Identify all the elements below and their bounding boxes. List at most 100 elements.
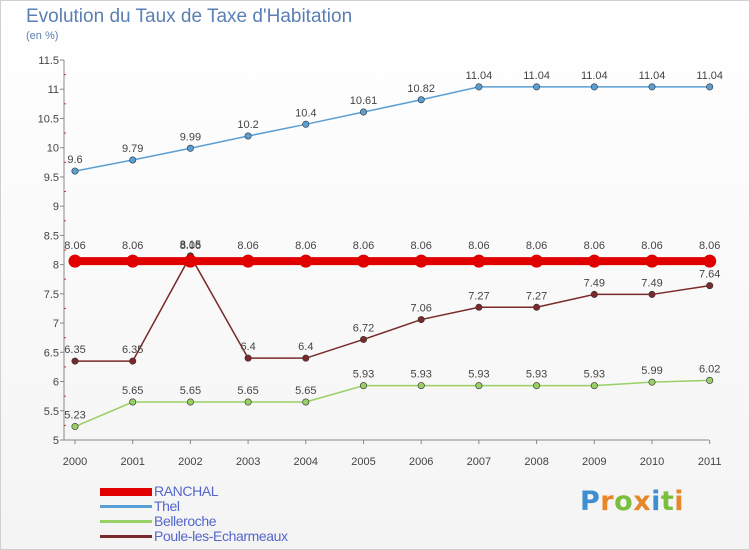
data-label-ranchal: 8.06 (353, 240, 374, 252)
logo-letter: o (614, 486, 634, 517)
x-tick-label: 2009 (582, 456, 606, 468)
legend-swatch-poule-les-echarmeaux (100, 535, 152, 538)
data-point-poule-les-echarmeaux (129, 357, 137, 365)
data-label-thel: 9.99 (180, 131, 201, 143)
data-point-belleroche (648, 378, 656, 386)
data-label-thel: 10.4 (295, 107, 316, 119)
data-point-belleroche (590, 382, 598, 390)
data-point-poule-les-echarmeaux (533, 303, 541, 311)
legend-swatch-thel (100, 505, 152, 508)
data-point-belleroche (475, 382, 483, 390)
data-label-belleroche: 5.65 (295, 385, 316, 397)
data-label-thel: 11.04 (696, 70, 723, 82)
x-tick-label: 2000 (63, 456, 87, 468)
data-point-ranchal (414, 254, 428, 268)
data-label-belleroche: 5.65 (180, 385, 201, 397)
data-label-poule-les-echarmeaux: 7.49 (641, 277, 662, 289)
x-tick-label: 2003 (236, 456, 260, 468)
y-tick-label: 11 (48, 84, 59, 96)
data-label-poule-les-echarmeaux: 6.72 (353, 322, 374, 334)
data-point-thel (71, 167, 79, 175)
data-point-ranchal (472, 254, 486, 268)
data-point-poule-les-echarmeaux (590, 290, 598, 298)
data-point-poule-les-echarmeaux (706, 282, 714, 290)
y-tick-label: 5.5 (44, 406, 59, 418)
data-label-poule-les-echarmeaux: 7.49 (584, 277, 605, 289)
data-point-poule-les-echarmeaux (244, 354, 252, 362)
logo-letter: i (674, 486, 685, 517)
data-point-thel (417, 96, 425, 104)
data-label-belleroche: 5.93 (526, 369, 547, 381)
x-tick-label: 2004 (294, 456, 318, 468)
data-label-ranchal: 8.06 (295, 240, 316, 252)
data-label-ranchal: 8.06 (584, 240, 605, 252)
data-label-poule-les-echarmeaux: 6.4 (240, 341, 255, 353)
data-label-thel: 11.04 (523, 70, 550, 82)
y-tick-label: 9 (53, 201, 59, 213)
data-label-poule-les-echarmeaux: 7.06 (410, 303, 431, 315)
data-point-ranchal (703, 254, 717, 268)
data-point-thel (302, 120, 310, 128)
x-tick-label: 2005 (351, 456, 375, 468)
data-label-thel: 10.61 (350, 95, 378, 107)
data-point-ranchal (183, 254, 197, 268)
data-point-belleroche (359, 382, 367, 390)
legend-label-thel: Thel (154, 498, 180, 514)
proxiti-logo: Proxiti (580, 486, 684, 517)
data-point-thel (475, 83, 483, 91)
x-tick-label: 2007 (467, 456, 491, 468)
x-tick-label: 2001 (120, 456, 144, 468)
data-label-thel: 11.04 (581, 70, 608, 82)
legend-label-poule-les-echarmeaux: Poule-les-Echarmeaux (154, 528, 288, 544)
data-label-ranchal: 8.06 (237, 240, 258, 252)
x-tick-label: 2002 (178, 456, 202, 468)
y-tick-label: 6.5 (44, 347, 59, 359)
data-point-belleroche (244, 398, 252, 406)
data-label-ranchal: 8.06 (699, 240, 720, 252)
data-label-poule-les-echarmeaux: 7.27 (468, 290, 489, 302)
data-label-thel: 11.04 (639, 70, 666, 82)
data-point-poule-les-echarmeaux (71, 357, 79, 365)
y-tick-label: 8 (53, 260, 59, 272)
data-point-thel (244, 132, 252, 140)
series-line-thel (74, 86, 710, 172)
data-point-ranchal (530, 254, 544, 268)
data-label-ranchal: 8.06 (122, 240, 143, 252)
logo-letter: r (600, 486, 615, 517)
data-point-belleroche (706, 376, 714, 384)
series-line-belleroche (74, 379, 710, 428)
data-label-belleroche: 5.23 (64, 410, 85, 422)
data-label-poule-les-echarmeaux: 6.35 (122, 344, 143, 356)
y-tick-label: 7 (53, 318, 59, 330)
data-point-poule-les-echarmeaux (648, 290, 656, 298)
data-point-poule-les-echarmeaux (302, 354, 310, 362)
data-label-belleroche: 5.93 (410, 369, 431, 381)
data-label-belleroche: 5.65 (122, 385, 143, 397)
logo-letter: x (633, 486, 652, 517)
data-label-thel: 9.79 (122, 143, 143, 155)
data-point-thel (186, 144, 194, 152)
y-tick-label: 10 (47, 143, 59, 155)
legend-swatch-ranchal (100, 488, 152, 496)
data-label-thel: 10.2 (237, 119, 258, 131)
data-label-ranchal: 8.06 (641, 240, 662, 252)
data-point-ranchal (241, 254, 255, 268)
data-label-belleroche: 5.93 (584, 369, 605, 381)
data-label-thel: 10.82 (407, 83, 435, 95)
x-tick-label: 2011 (698, 456, 722, 468)
y-tick-label: 8.5 (44, 230, 59, 242)
data-label-poule-les-echarmeaux: 7.64 (699, 269, 720, 281)
x-tick-label: 2008 (524, 456, 548, 468)
data-label-thel: 11.04 (466, 70, 493, 82)
logo-letter: P (580, 486, 601, 517)
data-label-poule-les-echarmeaux: 6.35 (64, 344, 85, 356)
logo-letter: t (660, 486, 675, 517)
y-tick-label: 7.5 (44, 289, 59, 301)
data-point-ranchal (68, 254, 82, 268)
data-label-poule-les-echarmeaux: 6.4 (298, 341, 313, 353)
data-point-belleroche (71, 423, 79, 431)
data-label-ranchal: 8.06 (410, 240, 431, 252)
data-point-ranchal (587, 254, 601, 268)
